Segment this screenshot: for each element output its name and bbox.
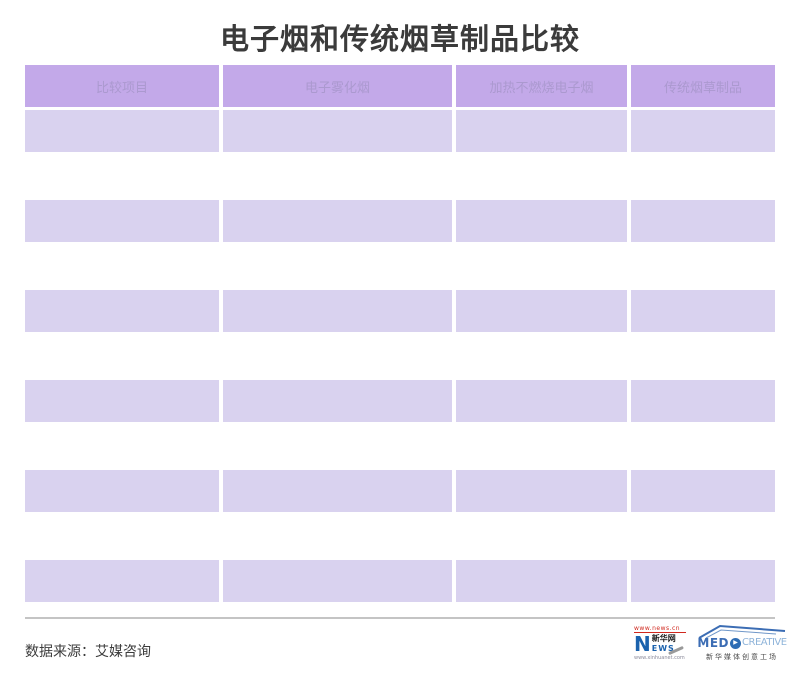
medcreative-med-text: MED xyxy=(697,636,730,650)
table-row xyxy=(25,470,775,512)
xinhuanet-top-url: www.news.cn xyxy=(634,625,686,633)
table-cell xyxy=(25,290,219,332)
play-icon: ▶ xyxy=(730,637,742,649)
roof-icon xyxy=(698,624,786,639)
header-cell-heat-not-burn: 加热不燃烧电子烟 xyxy=(456,65,627,107)
table-cell xyxy=(631,380,775,422)
table-row xyxy=(25,380,775,422)
medcreative-logo: MED ▶ CREATIVE 新华媒体创意工场 xyxy=(694,624,790,662)
table-row xyxy=(25,560,775,602)
table-row xyxy=(25,110,775,152)
table-cell xyxy=(223,470,452,512)
header-cell-item: 比较项目 xyxy=(25,65,219,107)
table-cell xyxy=(631,110,775,152)
table-cell xyxy=(223,110,452,152)
table-cell xyxy=(631,200,775,242)
table-cell xyxy=(631,470,775,512)
medcreative-subtitle: 新华媒体创意工场 xyxy=(706,653,778,661)
medcreative-creative-text: CREATIVE xyxy=(742,637,787,648)
footer-logos: www.news.cn N 新华网 EWS www.xinhuanet.com … xyxy=(634,624,790,662)
table-cell xyxy=(25,380,219,422)
table-header: 比较项目 电子雾化烟 加热不燃烧电子烟 传统烟草制品 xyxy=(25,65,775,107)
data-source-label: 数据来源：艾媒咨询 xyxy=(25,644,151,660)
header-cell-traditional: 传统烟草制品 xyxy=(631,65,775,107)
table-cell xyxy=(223,560,452,602)
table-cell xyxy=(631,560,775,602)
page-title: 电子烟和传统烟草制品比较 xyxy=(219,22,580,56)
table-cell xyxy=(223,290,452,332)
table-cell xyxy=(25,470,219,512)
table-cell xyxy=(25,200,219,242)
table-cell xyxy=(631,290,775,332)
table-cell xyxy=(456,110,627,152)
xinhuanet-chinese-name: 新华网 xyxy=(651,634,676,643)
table-cell xyxy=(25,560,219,602)
header-cell-vape: 电子雾化烟 xyxy=(223,65,452,107)
table-cell xyxy=(25,110,219,152)
table-cell xyxy=(456,470,627,512)
table-cell xyxy=(456,200,627,242)
table-header-row: 比较项目 电子雾化烟 加热不燃烧电子烟 传统烟草制品 xyxy=(25,65,775,107)
table-cell xyxy=(456,560,627,602)
table-cell xyxy=(456,380,627,422)
comparison-table: 比较项目 电子雾化烟 加热不燃烧电子烟 传统烟草制品 xyxy=(25,65,775,602)
xinhuanet-bottom-url: www.xinhuanet.com xyxy=(634,655,685,661)
table-cell xyxy=(223,380,452,422)
table-row xyxy=(25,290,775,332)
table-cell xyxy=(456,290,627,332)
xinhuanet-news-text: EWS xyxy=(651,644,675,653)
table-cell xyxy=(223,200,452,242)
footer-divider xyxy=(25,617,775,619)
table-body xyxy=(25,110,775,602)
xinhuanet-logo: www.news.cn N 新华网 EWS www.xinhuanet.com xyxy=(634,625,686,661)
table-row xyxy=(25,200,775,242)
medcreative-wordmark: MED ▶ CREATIVE xyxy=(697,636,787,650)
xinhuanet-wordmark: N 新华网 EWS xyxy=(634,632,684,656)
xinhuanet-n-letter: N xyxy=(634,632,651,656)
